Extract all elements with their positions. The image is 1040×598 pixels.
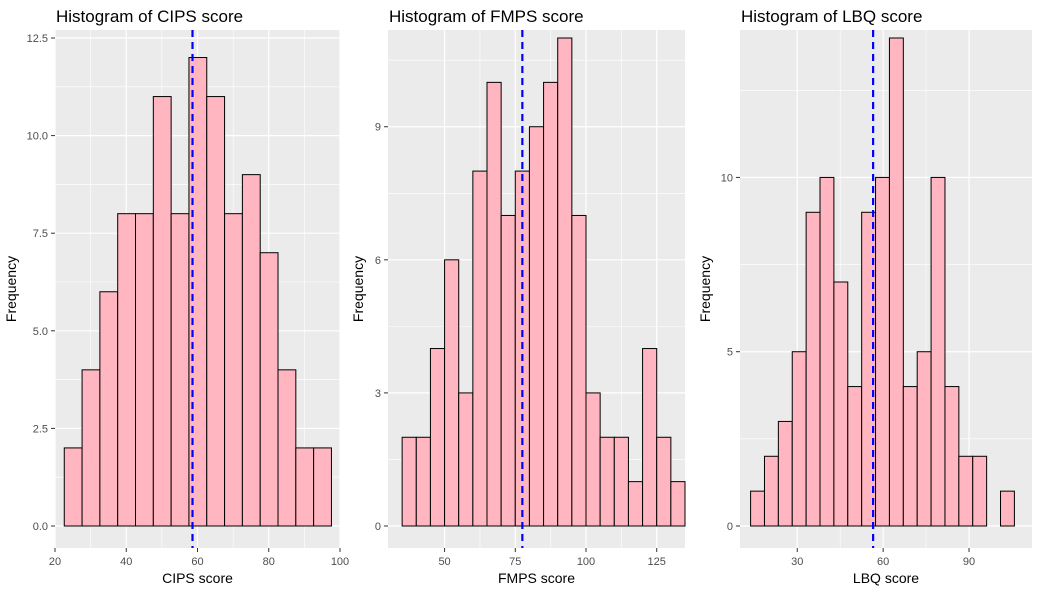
lbq-x-tick-label: 90 — [963, 556, 975, 568]
lbq-histogram-bar — [791, 351, 807, 527]
fmps-histogram-bar — [401, 436, 417, 527]
fmps-x-tick-label: 100 — [577, 556, 595, 568]
fmps-histogram-panel: 0 3 6 9 50 75 100 125 Histogram of FMPS score FMP… — [350, 7, 686, 586]
fmps-histogram-bar — [656, 436, 672, 527]
fmps-x-tick-label: 75 — [509, 556, 521, 568]
lbq-chart-title: Histogram of LBQ score — [741, 7, 922, 26]
fmps-y-axis-label: Frequency — [350, 256, 366, 322]
cips-x-tick-label: 80 — [263, 556, 275, 568]
cips-histogram-bar — [152, 96, 172, 527]
lbq-y-axis-label: Frequency — [697, 256, 713, 322]
lbq-histogram-bar — [777, 420, 793, 527]
lbq-histogram-bar — [847, 386, 863, 527]
cips-y-tick-label: 5.0 — [33, 326, 48, 338]
lbq-histogram-bar — [833, 281, 849, 527]
lbq-histogram-bar — [763, 455, 779, 527]
cips-y-tick-label: 12.5 — [27, 33, 48, 45]
lbq-histogram-bar — [1000, 490, 1015, 527]
lbq-histogram-panel: 0 5 10 30 60 90 Histogram of LBQ score LBQ scor… — [697, 7, 1032, 586]
fmps-y-tick-label: 6 — [375, 255, 381, 267]
cips-histogram-bar — [170, 213, 190, 527]
fmps-histogram-bar — [486, 81, 502, 527]
fmps-histogram-bar — [670, 481, 686, 527]
lbq-histogram-bar — [805, 211, 821, 527]
fmps-y-tick-label: 0 — [375, 521, 381, 533]
fmps-histogram-bar — [599, 436, 615, 527]
lbq-x-axis-label: LBQ score — [853, 570, 919, 586]
cips-histogram-bar — [135, 213, 154, 527]
fmps-chart-title: Histogram of FMPS score — [389, 7, 584, 26]
fmps-histogram-bar — [444, 259, 460, 527]
cips-histogram-bar — [259, 252, 279, 527]
fmps-histogram-bar — [571, 214, 587, 527]
lbq-histogram-bar — [875, 176, 890, 527]
fmps-x-tick-label: 50 — [438, 556, 450, 568]
cips-histogram-bar — [313, 447, 332, 527]
fmps-histogram-bar — [500, 214, 516, 527]
cips-histogram-bar — [99, 291, 119, 527]
cips-histogram-bar — [277, 369, 297, 527]
cips-histogram-bar — [63, 447, 83, 527]
fmps-histogram-bar — [585, 392, 601, 527]
cips-y-tick-label: 10.0 — [27, 131, 48, 143]
fmps-histogram-bar — [528, 126, 545, 527]
cips-y-tick-label: 0.0 — [33, 521, 48, 533]
fmps-y-tick-label: 3 — [375, 388, 381, 400]
fmps-x-axis-label: FMPS score — [498, 570, 575, 586]
cips-histogram-bar — [241, 174, 261, 527]
lbq-x-tick-label: 60 — [877, 556, 889, 568]
lbq-x-tick-label: 30 — [791, 556, 803, 568]
cips-histogram-bar — [81, 369, 101, 527]
cips-histogram-bar — [206, 96, 226, 527]
cips-x-axis-label: CIPS score — [162, 570, 233, 586]
lbq-histogram-bar — [819, 176, 835, 527]
fmps-histogram-bar — [557, 37, 573, 527]
cips-histogram-bar — [224, 213, 243, 527]
lbq-histogram-bar — [944, 386, 960, 527]
lbq-y-tick-label: 0 — [727, 521, 733, 533]
lbq-y-tick-label: 5 — [727, 347, 733, 359]
cips-chart-title: Histogram of CIPS score — [56, 7, 243, 26]
cips-x-tick-label: 40 — [120, 556, 132, 568]
fmps-x-tick-label: 125 — [648, 556, 666, 568]
lbq-histogram-bar — [916, 351, 932, 527]
lbq-histogram-bar — [750, 490, 765, 527]
cips-histogram-panel: 0.0 2.5 5.0 7.5 10.0 12.5 20 40 60 80 100 Histogram… — [3, 7, 349, 586]
lbq-histogram-bar — [972, 455, 988, 527]
fmps-histogram-bar — [415, 436, 431, 527]
fmps-histogram-bar — [613, 436, 629, 527]
fmps-histogram-bar — [429, 348, 446, 527]
cips-histogram-bar — [295, 447, 315, 527]
cips-x-tick-label: 20 — [49, 556, 61, 568]
fmps-histogram-bar — [458, 392, 474, 527]
cips-x-tick-label: 100 — [331, 556, 349, 568]
cips-y-tick-label: 7.5 — [33, 228, 48, 240]
cips-histogram-bar — [117, 213, 137, 527]
fmps-histogram-bar — [543, 81, 559, 527]
fmps-y-tick-label: 9 — [375, 122, 381, 134]
cips-x-tick-label: 60 — [191, 556, 203, 568]
cips-y-axis-label: Frequency — [3, 256, 19, 322]
cips-y-tick-label: 2.5 — [33, 423, 48, 435]
lbq-histogram-bar — [902, 386, 918, 527]
fmps-histogram-bar — [627, 481, 644, 527]
lbq-histogram-bar — [958, 455, 974, 527]
fmps-histogram-bar — [642, 348, 658, 527]
lbq-y-tick-label: 10 — [721, 172, 733, 184]
fmps-histogram-bar — [472, 170, 488, 527]
lbq-histogram-bar — [930, 176, 946, 527]
lbq-histogram-bar — [888, 37, 904, 527]
